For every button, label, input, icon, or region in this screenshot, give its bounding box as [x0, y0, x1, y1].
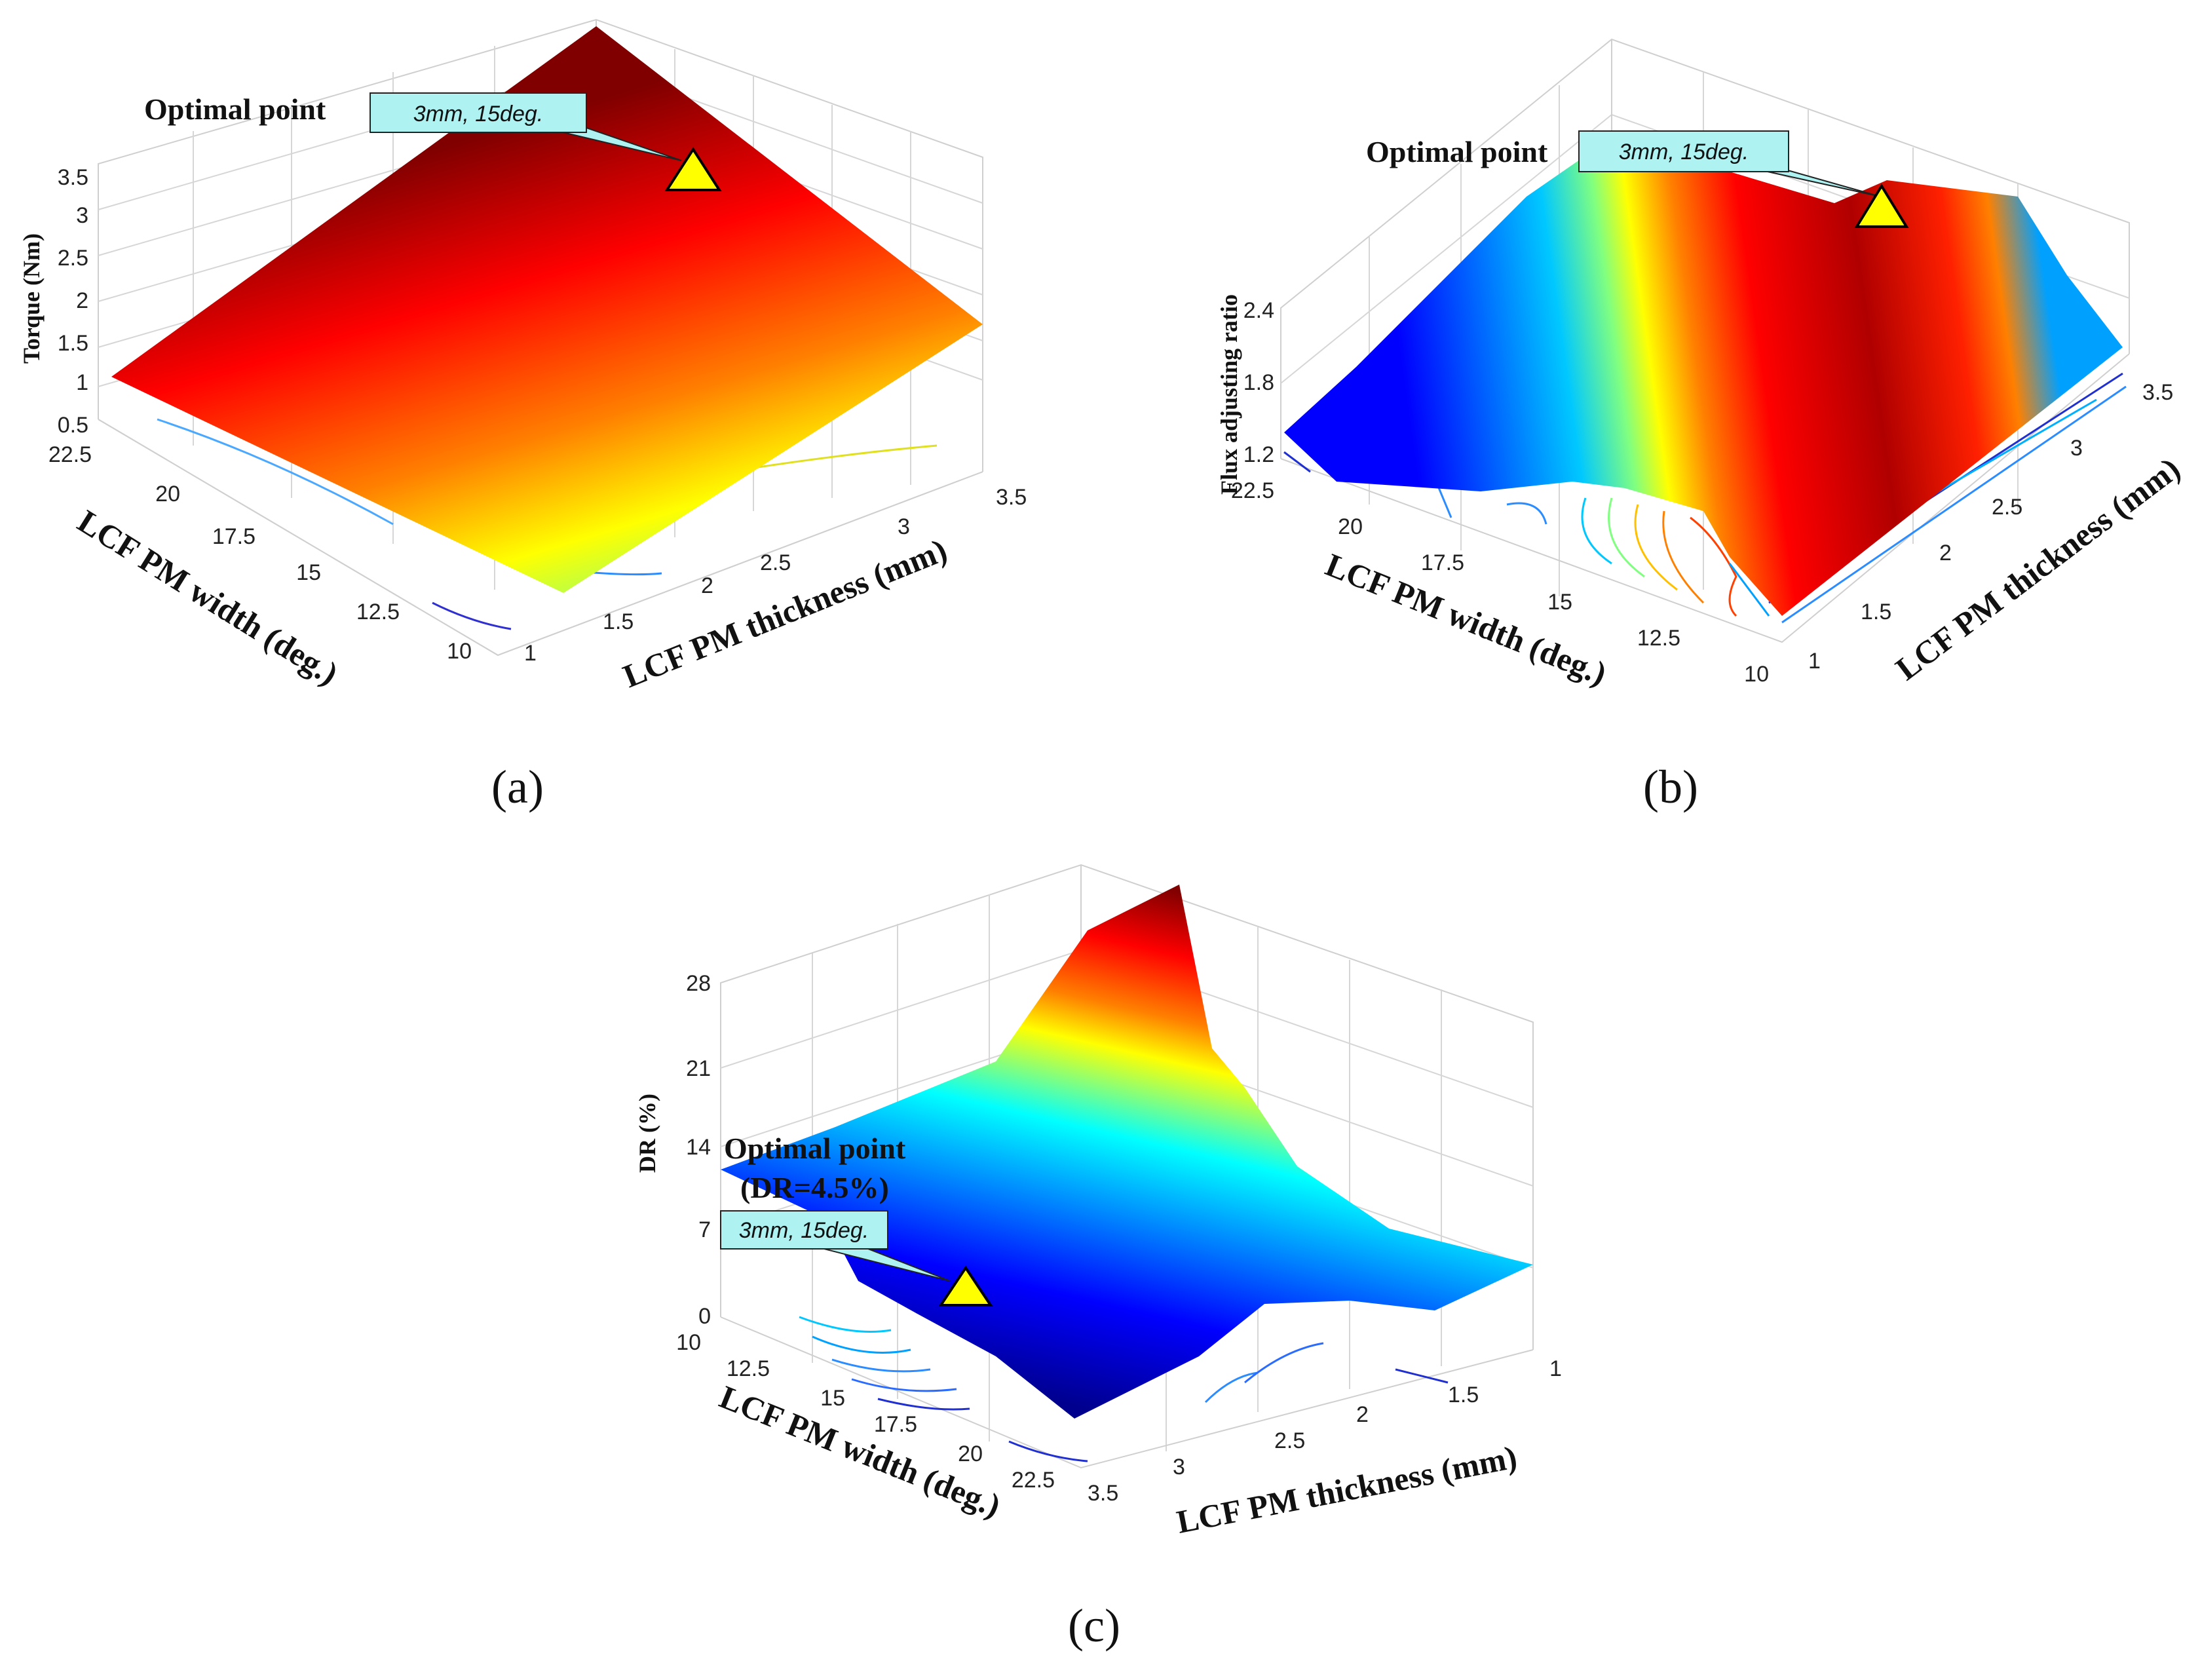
panel-b-x-tick: 15	[1547, 590, 1572, 615]
panel-c-surface	[721, 885, 1533, 1419]
panel-b-chart: 1.2 1.8 2.4 22.5 20 17.5 15 12.5 10 1 1.…	[1216, 38, 2187, 692]
panel-a-y-tick: 3	[898, 514, 910, 539]
panel-c-label: (c)	[1068, 1599, 1120, 1652]
panel-b-y-tick: 3.5	[2142, 380, 2173, 405]
panel-a-y-tick: 2.5	[760, 550, 791, 575]
panel-c-callout-text: 3mm, 15deg.	[739, 1218, 869, 1243]
panel-a-optimal-label: Optimal point	[144, 92, 326, 126]
panel-b-surface	[1284, 138, 2123, 616]
panel-a-optimal-callout: 3mm, 15deg.	[370, 92, 682, 161]
panel-a-x-tick: 15	[296, 560, 321, 585]
panel-a-x-ticks: 22.5 20 17.5 15 12.5 10	[48, 442, 472, 664]
panel-b-x-tick: 17.5	[1421, 550, 1464, 575]
panel-c-x-tick: 10	[676, 1330, 701, 1355]
panel-a-x-tick: 12.5	[356, 600, 400, 624]
panel-a-y-tick: 1.5	[603, 609, 634, 634]
panel-a-label: (a)	[491, 761, 544, 813]
panel-a-x-tick: 20	[155, 482, 180, 506]
panel-b-optimal-callout: 3mm, 15deg.	[1578, 130, 1881, 197]
panel-c-z-tick: 14	[686, 1135, 711, 1160]
panel-c-x-tick: 20	[958, 1441, 983, 1466]
panel-b-label: (b)	[1643, 761, 1698, 813]
panel-a-chart: 0.5 1 1.5 2 2.5 3 3.5 22.5 20 17.5 15 12…	[18, 18, 1027, 695]
panel-c-z-tick: 21	[686, 1056, 711, 1081]
panel-a-surface	[111, 26, 983, 593]
panel-a-x-tick: 22.5	[48, 442, 92, 467]
panel-b-x-tick: 20	[1338, 514, 1363, 539]
panel-c-optimal-sublabel: (DR=4.5%)	[740, 1171, 889, 1204]
panel-a-optimal-marker	[664, 147, 722, 191]
panel-a-x-tick: 10	[447, 639, 472, 664]
panel-b-y-tick: 2	[1939, 541, 1952, 565]
panel-c-x-tick: 12.5	[727, 1356, 770, 1381]
panel-a-x-tick: 17.5	[212, 524, 256, 549]
panel-c-z-axis-label: DR (%)	[634, 1094, 660, 1173]
panel-c-y-tick: 1	[1549, 1356, 1562, 1381]
panel-c-z-tick: 28	[686, 971, 711, 996]
panel-c-chart: 0 7 14 21 28 10 12.5 15 17.5 20 22.5 3.5…	[634, 864, 1562, 1540]
panel-c-y-tick: 3	[1173, 1455, 1185, 1480]
panel-b-callout-text: 3mm, 15deg.	[1619, 140, 1749, 164]
panel-c-y-ticks: 3.5 3 2.5 2 1.5 1	[1088, 1356, 1562, 1506]
panel-a-z-tick: 1	[76, 370, 88, 395]
panel-a-z-tick: 2.5	[58, 246, 88, 271]
panel-a-y-tick: 1	[524, 641, 537, 666]
panel-c-y-tick: 2.5	[1274, 1428, 1305, 1453]
panel-c-optimal-callout: 3mm, 15deg.	[720, 1210, 951, 1282]
panel-c-optimal-marker	[938, 1265, 993, 1307]
panel-a-y-tick: 3.5	[996, 485, 1027, 510]
panel-b-y-tick: 2.5	[1992, 495, 2022, 520]
panel-b-x-tick: 22.5	[1231, 478, 1274, 503]
panel-c-x-tick: 15	[820, 1386, 845, 1411]
panel-a-z-tick: 3	[76, 203, 88, 228]
panel-b-z-tick: 1.8	[1243, 370, 1274, 395]
panel-b-y-ticks: 1 1.5 2 2.5 3 3.5	[1808, 380, 2173, 674]
panel-c-x-tick: 17.5	[874, 1412, 917, 1437]
panel-a-z-tick: 0.5	[58, 413, 88, 438]
panel-c-optimal-label: Optimal point	[724, 1132, 906, 1165]
panel-b-optimal-marker	[1854, 183, 1909, 228]
panel-a-callout-text: 3mm, 15deg.	[413, 102, 543, 126]
panel-c-z-tick: 7	[698, 1217, 711, 1242]
panel-b-y-tick: 3	[2070, 436, 2083, 461]
panel-a-y-tick: 2	[701, 573, 713, 598]
panel-b-x-tick: 10	[1744, 662, 1769, 687]
panel-c-x-tick: 22.5	[1012, 1468, 1055, 1493]
panel-b-x-axis-label: LCF PM width (deg.)	[1321, 546, 1612, 692]
panel-a-z-tick: 1.5	[58, 331, 88, 356]
panel-c-y-axis-label: LCF PM thickness (mm)	[1173, 1438, 1519, 1540]
panel-b-z-ticks: 1.2 1.8 2.4	[1243, 298, 1274, 467]
panel-a-z-tick: 2	[76, 288, 88, 313]
panel-c-y-tick: 3.5	[1088, 1481, 1118, 1506]
panel-c-y-tick: 2	[1356, 1402, 1369, 1427]
panel-b-z-tick: 2.4	[1243, 298, 1274, 323]
panel-c-x-ticks: 10 12.5 15 17.5 20 22.5	[676, 1330, 1055, 1493]
panel-b-y-tick: 1.5	[1861, 600, 1891, 624]
panel-b-x-tick: 12.5	[1637, 626, 1680, 651]
panel-b-z-axis-label: Flux adjusting ratio	[1216, 294, 1242, 495]
panel-b-y-tick: 1	[1808, 649, 1821, 674]
panel-b-z-tick: 1.2	[1243, 442, 1274, 467]
panel-b-optimal-label: Optimal point	[1366, 135, 1548, 168]
panel-c-z-tick: 0	[698, 1304, 711, 1329]
panel-b-x-ticks: 22.5 20 17.5 15 12.5 10	[1231, 478, 1769, 687]
panel-a-z-tick: 3.5	[58, 165, 88, 190]
panel-a-y-ticks: 1 1.5 2 2.5 3 3.5	[524, 485, 1027, 666]
panel-a-z-axis-label: Torque (Nm)	[18, 233, 45, 364]
panel-a-x-axis-label: LCF PM width (deg.)	[71, 503, 345, 692]
panel-a-z-ticks: 0.5 1 1.5 2 2.5 3 3.5	[58, 165, 88, 438]
panel-c-z-ticks: 0 7 14 21 28	[686, 971, 711, 1329]
panel-c-y-tick: 1.5	[1448, 1383, 1479, 1407]
